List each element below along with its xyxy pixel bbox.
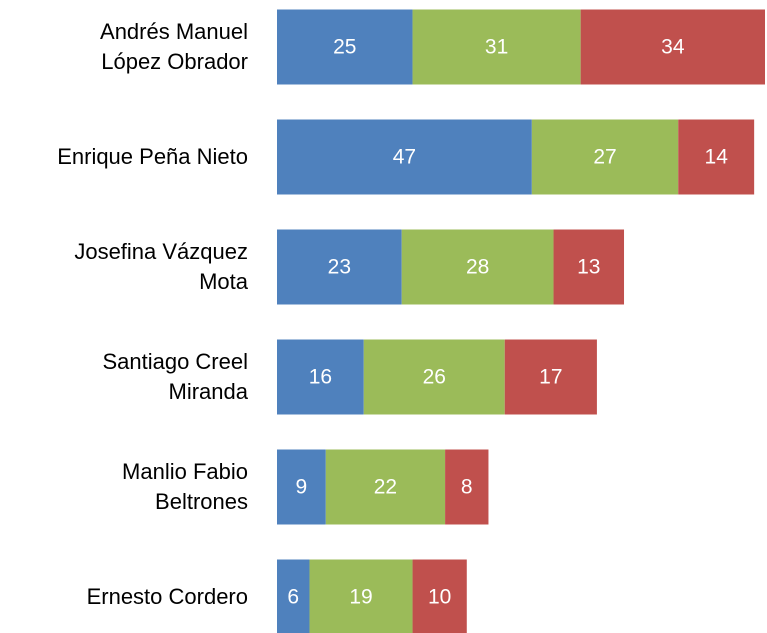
data-label: 25 xyxy=(333,36,356,59)
bar-segment xyxy=(363,339,505,415)
data-label: 17 xyxy=(539,366,562,389)
bar-segment xyxy=(277,449,326,525)
bar-segment xyxy=(277,9,413,85)
bar-segment xyxy=(504,339,597,415)
data-label: 9 xyxy=(296,476,308,499)
data-label: 8 xyxy=(461,476,473,499)
data-label: 34 xyxy=(661,36,685,59)
bar-segment xyxy=(309,559,413,633)
bar-segment xyxy=(277,229,402,305)
data-label: 22 xyxy=(374,476,397,499)
data-label: 31 xyxy=(485,36,508,59)
category-label: Enrique Peña Nieto xyxy=(57,144,248,169)
category-label: Josefina Vázquez Mota xyxy=(74,239,248,294)
data-label: 14 xyxy=(705,146,729,169)
data-label: 26 xyxy=(423,366,446,389)
data-label: 6 xyxy=(287,586,299,609)
bar-segment xyxy=(412,9,581,85)
bar-segment xyxy=(412,559,467,633)
bar-segment xyxy=(277,339,364,415)
category-label: Andrés Manuel López Obrador xyxy=(100,19,248,74)
category-label: Santiago Creel Miranda xyxy=(102,349,248,404)
data-label: 28 xyxy=(466,256,489,279)
bar-segment xyxy=(580,9,765,85)
bar-segment xyxy=(678,119,755,195)
data-label: 47 xyxy=(393,146,416,169)
bar-segment xyxy=(531,119,679,195)
data-label: 16 xyxy=(309,366,332,389)
category-label: Manlio Fabio Beltrones xyxy=(122,459,248,514)
bar-segment xyxy=(325,449,446,525)
data-label: 23 xyxy=(328,256,351,279)
data-label: 13 xyxy=(577,256,600,279)
data-label: 10 xyxy=(428,586,451,609)
bar-segment xyxy=(401,229,554,305)
bar-segment xyxy=(277,119,532,195)
bar-segment xyxy=(277,559,310,633)
data-label: 19 xyxy=(349,586,372,609)
category-label: Ernesto Cordero xyxy=(86,584,248,609)
data-label: 27 xyxy=(593,146,616,169)
bar-segment xyxy=(445,449,489,525)
bar-segment xyxy=(553,229,625,305)
